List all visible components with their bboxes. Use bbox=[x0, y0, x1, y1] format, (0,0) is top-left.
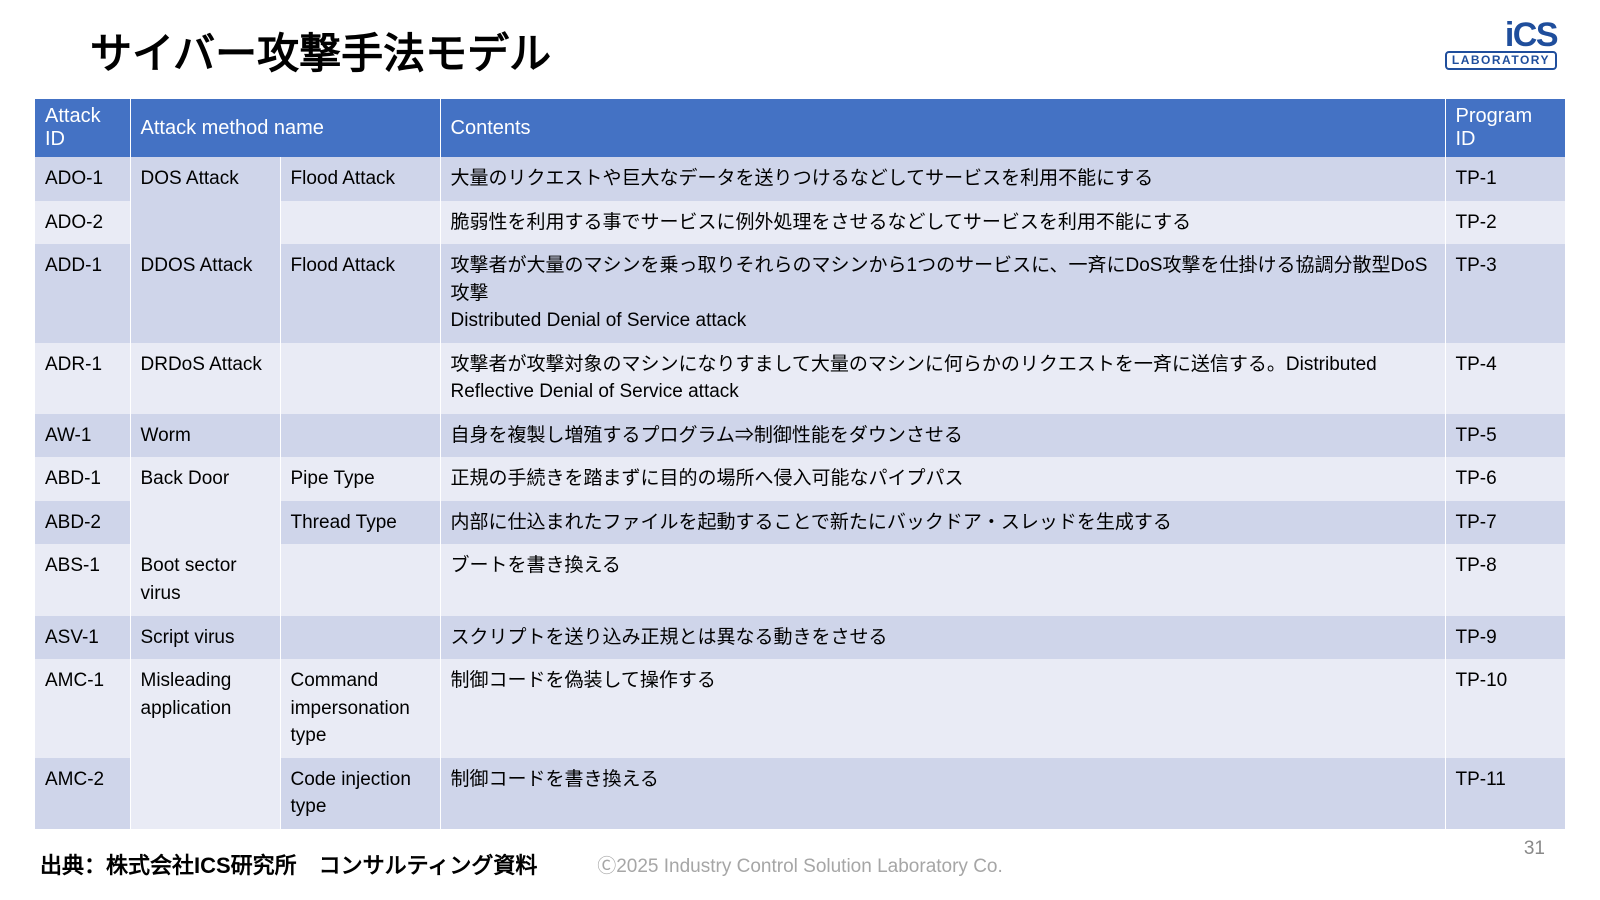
th-attack-id: Attack ID bbox=[35, 99, 130, 157]
table-row: AMC-1Misleading applicationCommand imper… bbox=[35, 659, 1565, 758]
cell-program-id: TP-11 bbox=[1445, 758, 1565, 829]
table-row: ADR-1DRDoS Attack 攻撃者が攻撃対象のマシンになりすまして大量のマ… bbox=[35, 343, 1565, 414]
cell-method1: Boot sector virus bbox=[130, 544, 280, 615]
table-row: ABS-1Boot sector virus ブートを書き換えるTP-8 bbox=[35, 544, 1565, 615]
cell-method2 bbox=[280, 414, 440, 458]
cell-program-id: TP-3 bbox=[1445, 244, 1565, 343]
th-program-id: Program ID bbox=[1445, 99, 1565, 157]
cell-contents: 制御コードを書き換える bbox=[440, 758, 1445, 829]
cell-method2: Flood Attack bbox=[280, 244, 440, 343]
cell-program-id: TP-10 bbox=[1445, 659, 1565, 758]
cell-program-id: TP-7 bbox=[1445, 501, 1565, 545]
cell-program-id: TP-1 bbox=[1445, 157, 1565, 201]
footer: 出典：株式会社ICS研究所 コンサルティング資料 Ⓒ2025 Industry … bbox=[0, 848, 1600, 880]
table-row: ASV-1Script virus スクリプトを送り込み正規とは異なる動きをさせる… bbox=[35, 616, 1565, 660]
cell-contents: 自身を複製し増殖するプログラム⇒制御性能をダウンさせる bbox=[440, 414, 1445, 458]
cell-attack-id: ADO-2 bbox=[35, 201, 130, 245]
cell-attack-id: ADO-1 bbox=[35, 157, 130, 201]
cell-contents: 内部に仕込まれたファイルを起動することで新たにバックドア・スレッドを生成する bbox=[440, 501, 1445, 545]
cell-attack-id: ABS-1 bbox=[35, 544, 130, 615]
page-title: サイバー攻撃手法モデル bbox=[35, 20, 551, 81]
cell-attack-id: AW-1 bbox=[35, 414, 130, 458]
attack-table: Attack ID Attack method name Contents Pr… bbox=[35, 99, 1565, 829]
cell-method1: Misleading application bbox=[130, 659, 280, 829]
cell-method2: Thread Type bbox=[280, 501, 440, 545]
logo: iCS LABORATORY bbox=[1445, 20, 1565, 70]
cell-program-id: TP-4 bbox=[1445, 343, 1565, 414]
cell-program-id: TP-9 bbox=[1445, 616, 1565, 660]
cell-program-id: TP-2 bbox=[1445, 201, 1565, 245]
table-row: ADO-1DOS AttackFlood Attack大量のリクエストや巨大なデ… bbox=[35, 157, 1565, 201]
cell-contents: 攻撃者が大量のマシンを乗っ取りそれらのマシンから1つのサービスに、一斉にDoS攻… bbox=[440, 244, 1445, 343]
cell-method1: DRDoS Attack bbox=[130, 343, 280, 414]
cell-method1: Worm bbox=[130, 414, 280, 458]
th-method-name: Attack method name bbox=[130, 99, 440, 157]
logo-subtext: LABORATORY bbox=[1445, 51, 1557, 71]
cell-contents: 正規の手続きを踏まずに目的の場所へ侵入可能なパイプパス bbox=[440, 457, 1445, 501]
cell-method1: Back Door bbox=[130, 457, 280, 544]
cell-program-id: TP-5 bbox=[1445, 414, 1565, 458]
cell-contents: 脆弱性を利用する事でサービスに例外処理をさせるなどしてサービスを利用不能にする bbox=[440, 201, 1445, 245]
cell-attack-id: AMC-1 bbox=[35, 659, 130, 758]
cell-contents: 制御コードを偽装して操作する bbox=[440, 659, 1445, 758]
cell-method2 bbox=[280, 201, 440, 245]
attack-table-wrap: Attack ID Attack method name Contents Pr… bbox=[35, 99, 1565, 829]
cell-method2 bbox=[280, 616, 440, 660]
cell-attack-id: ADD-1 bbox=[35, 244, 130, 343]
cell-attack-id: ABD-1 bbox=[35, 457, 130, 501]
cell-contents: スクリプトを送り込み正規とは異なる動きをさせる bbox=[440, 616, 1445, 660]
cell-program-id: TP-8 bbox=[1445, 544, 1565, 615]
cell-method2 bbox=[280, 544, 440, 615]
table-row: AW-1Worm 自身を複製し増殖するプログラム⇒制御性能をダウンさせるTP-5 bbox=[35, 414, 1565, 458]
cell-method2: Command impersonation type bbox=[280, 659, 440, 758]
cell-method1: DOS Attack bbox=[130, 157, 280, 244]
th-contents: Contents bbox=[440, 99, 1445, 157]
cell-method1: Script virus bbox=[130, 616, 280, 660]
cell-method2 bbox=[280, 343, 440, 414]
source-text: 出典：株式会社ICS研究所 コンサルティング資料 bbox=[40, 848, 537, 880]
cell-attack-id: ADR-1 bbox=[35, 343, 130, 414]
table-row: ABD-1Back DoorPipe Type正規の手続きを踏まずに目的の場所へ… bbox=[35, 457, 1565, 501]
cell-method1: DDOS Attack bbox=[130, 244, 280, 343]
cell-attack-id: AMC-2 bbox=[35, 758, 130, 829]
cell-method2: Flood Attack bbox=[280, 157, 440, 201]
cell-method2: Code injection type bbox=[280, 758, 440, 829]
logo-text: iCS bbox=[1445, 20, 1557, 51]
cell-attack-id: ABD-2 bbox=[35, 501, 130, 545]
cell-program-id: TP-6 bbox=[1445, 457, 1565, 501]
table-header-row: Attack ID Attack method name Contents Pr… bbox=[35, 99, 1565, 157]
table-row: ADD-1DDOS AttackFlood Attack攻撃者が大量のマシンを乗… bbox=[35, 244, 1565, 343]
cell-contents: ブートを書き換える bbox=[440, 544, 1445, 615]
cell-contents: 攻撃者が攻撃対象のマシンになりすまして大量のマシンに何らかのリクエストを一斉に送… bbox=[440, 343, 1445, 414]
header: サイバー攻撃手法モデル iCS LABORATORY bbox=[35, 20, 1565, 81]
cell-method2: Pipe Type bbox=[280, 457, 440, 501]
cell-attack-id: ASV-1 bbox=[35, 616, 130, 660]
slide: サイバー攻撃手法モデル iCS LABORATORY Attack ID Att… bbox=[0, 0, 1600, 900]
cell-contents: 大量のリクエストや巨大なデータを送りつけるなどしてサービスを利用不能にする bbox=[440, 157, 1445, 201]
copyright-text: Ⓒ2025 Industry Control Solution Laborato… bbox=[597, 851, 1003, 878]
